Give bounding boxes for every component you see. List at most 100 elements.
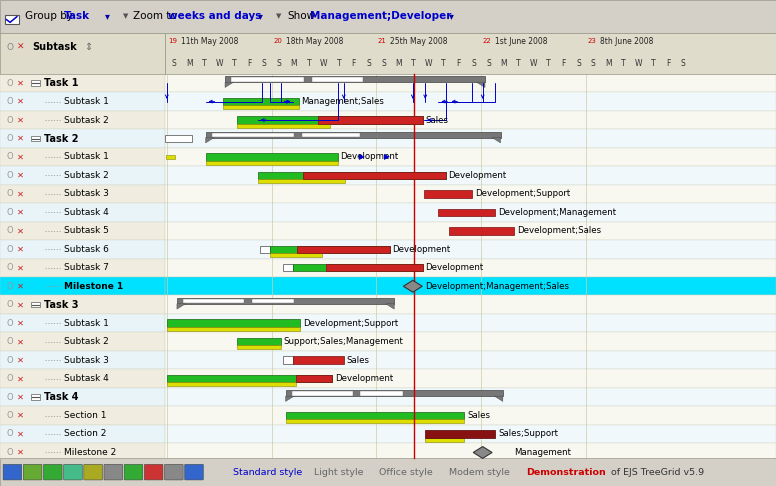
Text: T: T <box>651 59 656 68</box>
Text: O: O <box>6 430 13 438</box>
Polygon shape <box>492 138 501 143</box>
Polygon shape <box>404 280 422 292</box>
Text: S: S <box>576 59 580 68</box>
Text: O: O <box>6 97 13 106</box>
Text: 1st June 2008: 1st June 2008 <box>495 37 548 46</box>
Text: Task 3: Task 3 <box>44 300 78 310</box>
Text: Section 2: Section 2 <box>64 430 106 438</box>
FancyBboxPatch shape <box>165 425 776 443</box>
FancyBboxPatch shape <box>165 129 776 148</box>
Text: Subtask 2: Subtask 2 <box>64 171 109 180</box>
Text: Development: Development <box>392 245 450 254</box>
Text: Demonstration: Demonstration <box>526 468 606 477</box>
FancyBboxPatch shape <box>183 299 244 303</box>
FancyBboxPatch shape <box>260 245 270 253</box>
Text: ▶: ▶ <box>359 153 365 161</box>
Text: Subtask 7: Subtask 7 <box>64 263 109 272</box>
Text: Task 1: Task 1 <box>44 78 78 88</box>
Text: ✕: ✕ <box>17 448 24 457</box>
Text: ✕: ✕ <box>17 337 24 346</box>
Text: ✕: ✕ <box>17 97 24 106</box>
Text: S: S <box>681 59 685 68</box>
FancyBboxPatch shape <box>3 465 22 480</box>
FancyBboxPatch shape <box>206 161 338 165</box>
FancyBboxPatch shape <box>425 430 495 438</box>
Text: S: S <box>471 59 476 68</box>
Text: S: S <box>591 59 596 68</box>
Text: F: F <box>561 59 566 68</box>
Text: W: W <box>216 59 223 68</box>
FancyBboxPatch shape <box>165 203 776 222</box>
Text: T: T <box>621 59 625 68</box>
Text: Subtask 4: Subtask 4 <box>64 374 109 383</box>
FancyBboxPatch shape <box>223 105 299 109</box>
Text: O: O <box>6 337 13 346</box>
Text: Management: Management <box>514 448 570 457</box>
Text: S: S <box>172 59 177 68</box>
Text: 25th May 2008: 25th May 2008 <box>390 37 448 46</box>
Text: ▶: ▶ <box>384 153 390 161</box>
FancyBboxPatch shape <box>165 92 776 111</box>
FancyBboxPatch shape <box>167 327 300 331</box>
Text: T: T <box>546 59 551 68</box>
Text: ✕: ✕ <box>17 430 24 438</box>
FancyBboxPatch shape <box>438 208 495 216</box>
Text: T: T <box>202 59 206 68</box>
FancyBboxPatch shape <box>223 98 299 105</box>
FancyBboxPatch shape <box>0 111 165 129</box>
Text: ✕: ✕ <box>17 134 24 143</box>
Text: O: O <box>6 153 13 161</box>
FancyBboxPatch shape <box>0 33 165 74</box>
Text: O: O <box>6 134 13 143</box>
FancyBboxPatch shape <box>449 227 514 235</box>
FancyBboxPatch shape <box>0 295 165 314</box>
FancyBboxPatch shape <box>165 332 776 351</box>
Text: 19: 19 <box>168 38 178 44</box>
FancyBboxPatch shape <box>286 412 464 419</box>
Text: ✕: ✕ <box>17 43 25 52</box>
Text: M: M <box>186 59 192 68</box>
Polygon shape <box>494 396 503 401</box>
Text: F: F <box>666 59 670 68</box>
FancyBboxPatch shape <box>0 0 776 33</box>
Text: ▼: ▼ <box>276 13 282 19</box>
Text: ✕: ✕ <box>17 171 24 180</box>
Text: S: S <box>262 59 266 68</box>
Text: Group by: Group by <box>25 11 73 21</box>
Text: ✕: ✕ <box>17 208 24 217</box>
Text: O: O <box>6 226 13 235</box>
Text: O: O <box>6 43 13 52</box>
Text: Development;Support: Development;Support <box>475 190 570 198</box>
FancyBboxPatch shape <box>0 443 165 462</box>
FancyBboxPatch shape <box>23 465 42 480</box>
Text: ✕: ✕ <box>17 393 24 401</box>
FancyBboxPatch shape <box>231 77 304 82</box>
FancyBboxPatch shape <box>293 264 423 272</box>
Text: 18th May 2008: 18th May 2008 <box>286 37 343 46</box>
Text: T: T <box>442 59 446 68</box>
FancyBboxPatch shape <box>251 299 294 303</box>
Text: Show: Show <box>287 11 315 21</box>
FancyBboxPatch shape <box>84 465 102 480</box>
FancyBboxPatch shape <box>0 92 165 111</box>
FancyBboxPatch shape <box>0 332 165 351</box>
FancyBboxPatch shape <box>165 148 776 166</box>
FancyBboxPatch shape <box>286 390 503 396</box>
FancyBboxPatch shape <box>165 314 776 332</box>
Text: Development;Support: Development;Support <box>303 319 398 328</box>
FancyBboxPatch shape <box>0 406 165 425</box>
FancyBboxPatch shape <box>165 240 776 259</box>
Text: W: W <box>425 59 432 68</box>
Text: M: M <box>501 59 507 68</box>
Text: 11th May 2008: 11th May 2008 <box>181 37 238 46</box>
Text: ✕: ✕ <box>17 79 24 87</box>
Text: T: T <box>516 59 521 68</box>
Text: F: F <box>247 59 251 68</box>
Text: Sales: Sales <box>467 411 490 420</box>
FancyBboxPatch shape <box>0 148 165 166</box>
FancyBboxPatch shape <box>0 351 165 369</box>
FancyBboxPatch shape <box>326 264 423 272</box>
FancyBboxPatch shape <box>303 172 446 179</box>
Polygon shape <box>473 447 492 458</box>
Text: ▾: ▾ <box>449 11 453 21</box>
